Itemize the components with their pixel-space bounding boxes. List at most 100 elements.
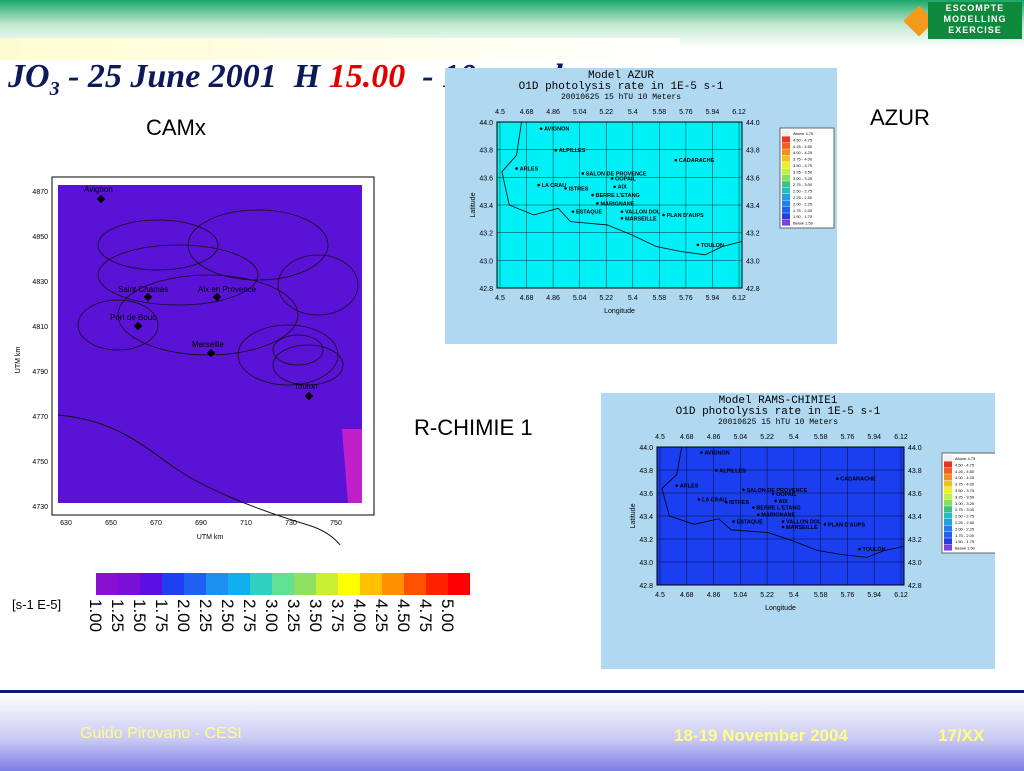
field <box>58 185 362 503</box>
camx-label: CAMx <box>146 115 206 140</box>
legend-swatch <box>782 187 790 194</box>
legend-label: 1.50 - 1.75 <box>793 214 813 219</box>
y-tick-label: 42.8 <box>639 583 653 590</box>
x-axis-label: UTM km <box>197 534 224 541</box>
place-label: AVIGNON <box>544 127 569 133</box>
y-axis-label: Latitude <box>630 503 637 528</box>
colorbar-label: 2.00 <box>174 599 193 632</box>
y-tick-label: 43.2 <box>746 231 760 238</box>
legend-swatch <box>782 174 790 181</box>
place-dot <box>571 210 575 213</box>
place-label: PLAN D'AUPS <box>667 213 704 219</box>
x-tick-label: 5.76 <box>679 295 693 302</box>
colorbar-label: 4.50 <box>394 599 413 632</box>
legend-label: Below 1.50 <box>955 546 976 551</box>
y-tick-label: 42.8 <box>746 286 760 293</box>
y-tick-label: 43.8 <box>746 148 760 155</box>
x-tick-label: 4.68 <box>520 295 534 302</box>
colorbar-label: 3.00 <box>262 599 281 632</box>
city-label: Saint Chamas <box>118 285 168 294</box>
x-tick-label: 4.5 <box>655 434 665 441</box>
place-dot <box>613 185 616 189</box>
place-dot <box>675 484 679 487</box>
legend-swatch <box>944 538 952 545</box>
y-tick-label: 43.6 <box>639 491 653 498</box>
legend-label: 2.25 - 2.50 <box>955 520 975 525</box>
colorbar-swatch <box>228 573 250 595</box>
legend-swatch <box>944 493 952 500</box>
coastline <box>661 446 905 558</box>
legend-label: 3.00 - 3.25 <box>793 176 813 181</box>
colorbar-label: 2.50 <box>218 599 237 632</box>
x-tick-label: 5.94 <box>706 109 720 116</box>
x-axis-label: Longitude <box>604 308 635 315</box>
place-dot <box>781 520 785 523</box>
rchimie-label: R-CHIMIE 1 <box>414 415 533 440</box>
y-tick-label: 43.6 <box>479 175 493 182</box>
y-tick-label: 44.0 <box>746 120 760 127</box>
camx-map: 630 650 670 690 710 730 750 4870 4850 4830 4810 479… <box>15 176 375 545</box>
legend-swatch <box>782 194 790 200</box>
footer-page: 17/XX <box>938 726 985 745</box>
y-tick-label: 4850 <box>32 234 48 241</box>
place-dot <box>564 187 567 190</box>
legend-label: 4.25 - 4.50 <box>793 144 813 149</box>
colorbar-label: 4.00 <box>350 599 369 632</box>
place-dot <box>596 202 599 205</box>
x-tick-label: 5.4 <box>789 434 799 441</box>
map-title: Model AZUR <box>588 70 654 82</box>
city-label: Aix en Provence <box>198 285 257 294</box>
place-label: VALLON DOL <box>625 210 661 216</box>
colorbar-swatch <box>294 573 316 595</box>
city-marker <box>206 348 216 358</box>
colorbar-swatch <box>404 573 426 595</box>
colorbar-label: 4.25 <box>372 599 391 632</box>
city-label: Avignon <box>84 185 113 194</box>
place-label: BERRE L'ETANG <box>596 193 640 199</box>
legend-swatch <box>782 142 790 149</box>
coastline <box>57 414 341 545</box>
x-tick-label: 5.04 <box>734 592 748 599</box>
colorbar-label: 1.25 <box>108 599 127 632</box>
place-label: MARSEILLE <box>625 216 657 222</box>
y-tick-label: 42.8 <box>479 286 493 293</box>
x-tick-label: 5.04 <box>573 109 587 116</box>
colorbar-swatch <box>448 573 470 595</box>
place-label: ALPILLES <box>559 148 586 154</box>
place-dot <box>756 513 760 516</box>
place-label: BERRE L'ETANG <box>756 506 800 512</box>
city-label: Toulon <box>294 382 318 391</box>
legend-swatch <box>782 181 790 188</box>
legend-swatch <box>944 519 952 525</box>
place-dot <box>696 243 700 247</box>
y-tick-label: 43.8 <box>908 468 922 475</box>
legend-swatch <box>782 130 790 136</box>
y-tick-label: 44.0 <box>639 445 653 452</box>
legend-label: 2.25 - 2.50 <box>793 195 813 200</box>
place-dot <box>823 522 827 526</box>
legend-label: 3.50 - 3.75 <box>793 163 813 168</box>
place-label: CADARACHE <box>679 158 715 164</box>
x-tick-label: 5.58 <box>653 295 667 302</box>
legend-label: 4.00 - 4.25 <box>955 475 975 480</box>
legend-swatch <box>782 149 790 156</box>
place-dot <box>781 525 785 529</box>
place-dot <box>515 167 518 170</box>
map-info: 20010625 15 hTU 10 Meters <box>718 418 838 427</box>
x-tick-label: 4.86 <box>707 434 721 441</box>
x-tick-label: 630 <box>60 520 72 527</box>
y-tick-label: 43.4 <box>908 514 922 521</box>
colorbar-swatch <box>382 573 404 595</box>
city-label: Port de Bouc <box>110 313 156 322</box>
legend-swatch <box>782 200 790 207</box>
city-label: Marseille <box>192 340 225 349</box>
place-dot <box>610 177 614 180</box>
logo-line: EXERCISE <box>948 25 1002 35</box>
legend-swatch <box>782 136 790 143</box>
place-dot <box>858 547 861 551</box>
x-tick-label: 5.94 <box>867 434 881 441</box>
place-dot <box>674 158 678 162</box>
x-axis-label: Longitude <box>765 605 796 612</box>
y-tick-label: 43.0 <box>908 560 922 567</box>
x-tick-label: 4.68 <box>680 434 694 441</box>
